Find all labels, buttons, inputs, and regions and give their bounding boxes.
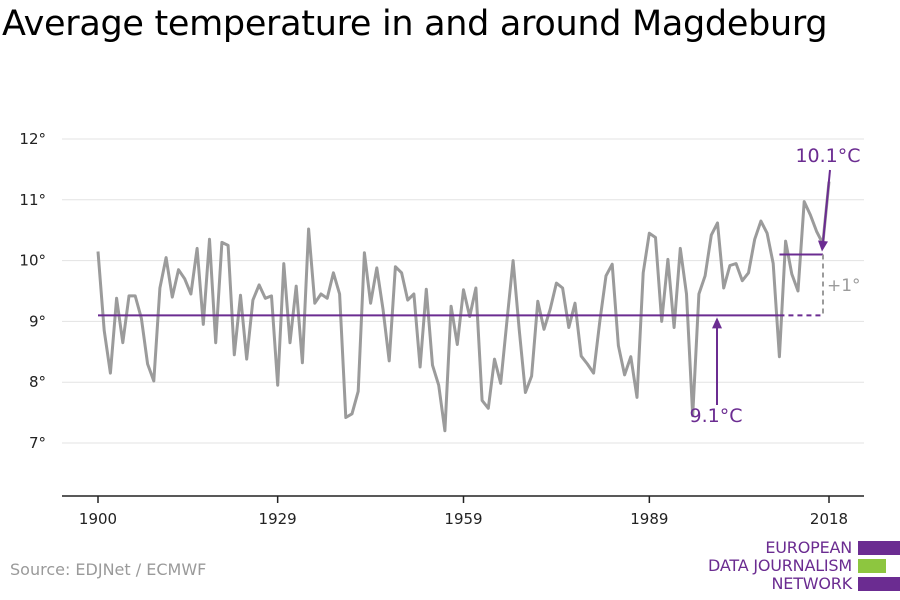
recent-label: 10.1°C xyxy=(795,145,860,167)
y-tick-label-12: 12° xyxy=(19,130,46,148)
recent-arrow-head xyxy=(818,240,828,252)
logo-line-2: DATA JOURNALISM xyxy=(708,556,852,575)
logo-bar-2 xyxy=(858,559,900,573)
baseline-label: 9.1°C xyxy=(690,405,743,427)
x-tick-label-1989: 1989 xyxy=(630,510,668,528)
edjnet-logo: EUROPEAN DATA JOURNALISM NETWORK xyxy=(700,538,900,600)
difference-label: +1° xyxy=(827,276,861,296)
chart-title: Average temperature in and around Magdeb… xyxy=(2,4,828,44)
y-tick-label-9: 9° xyxy=(29,312,46,330)
x-tick-label-1929: 1929 xyxy=(259,510,297,528)
logo-bar-green xyxy=(858,559,886,573)
x-tick-label-2018: 2018 xyxy=(810,510,848,528)
x-tick-label-1959: 1959 xyxy=(444,510,482,528)
baseline-arrow-head xyxy=(712,317,722,329)
y-tick-label-8: 8° xyxy=(29,373,46,391)
y-tick-label-11: 11° xyxy=(19,191,46,209)
x-tick-label-1900: 1900 xyxy=(79,510,117,528)
y-tick-label-10: 10° xyxy=(19,252,46,270)
logo-line-3: NETWORK xyxy=(771,574,853,593)
temperature-line xyxy=(96,181,831,433)
recent-arrow-shaft xyxy=(822,169,831,243)
source-note: Source: EDJNet / ECMWF xyxy=(10,560,207,579)
y-tick-label-7: 7° xyxy=(29,434,46,452)
logo-bar-3 xyxy=(858,577,900,591)
logo-line-1: EUROPEAN xyxy=(765,538,852,557)
logo-bar-1 xyxy=(858,541,900,555)
